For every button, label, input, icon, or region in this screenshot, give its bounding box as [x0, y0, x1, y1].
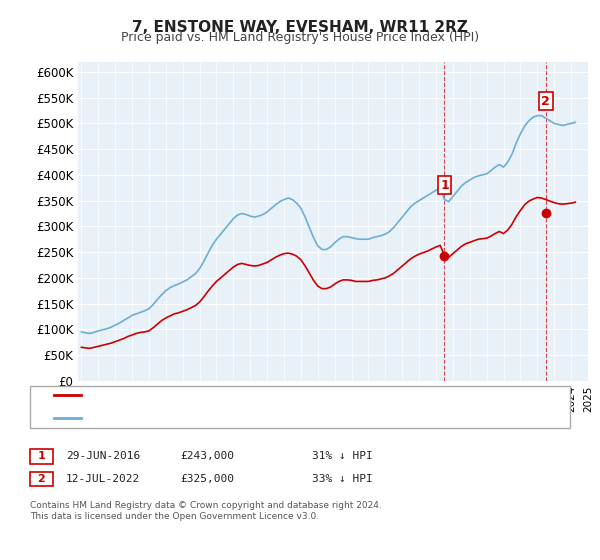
Text: 7, ENSTONE WAY, EVESHAM, WR11 2RZ (detached house): 7, ENSTONE WAY, EVESHAM, WR11 2RZ (detac… [87, 390, 389, 400]
Text: 33% ↓ HPI: 33% ↓ HPI [312, 474, 373, 484]
Text: £243,000: £243,000 [180, 451, 234, 461]
Text: 1: 1 [38, 451, 45, 461]
Text: 29-JUN-2016: 29-JUN-2016 [66, 451, 140, 461]
Text: £325,000: £325,000 [180, 474, 234, 484]
Text: HPI: Average price, detached house, Wychavon: HPI: Average price, detached house, Wych… [87, 413, 334, 423]
Text: Price paid vs. HM Land Registry's House Price Index (HPI): Price paid vs. HM Land Registry's House … [121, 31, 479, 44]
Text: 31% ↓ HPI: 31% ↓ HPI [312, 451, 373, 461]
Text: 1: 1 [440, 179, 449, 192]
Text: 2: 2 [38, 474, 45, 484]
Text: 2: 2 [541, 95, 550, 108]
Text: 12-JUL-2022: 12-JUL-2022 [66, 474, 140, 484]
Text: 7, ENSTONE WAY, EVESHAM, WR11 2RZ: 7, ENSTONE WAY, EVESHAM, WR11 2RZ [132, 20, 468, 35]
Text: Contains HM Land Registry data © Crown copyright and database right 2024.
This d: Contains HM Land Registry data © Crown c… [30, 501, 382, 521]
